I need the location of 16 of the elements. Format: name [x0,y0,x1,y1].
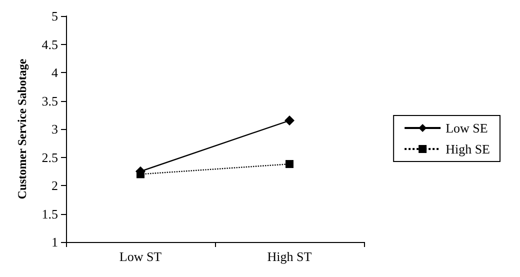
x-tick-label: High ST [267,249,312,264]
y-tick-label: 5 [52,8,58,24]
y-tick-label: 3.5 [42,93,58,108]
y-tick-label: 4.5 [42,36,58,52]
y-axis-title: Customer Service Sabotage [15,58,29,200]
y-tick-label: 4 [52,65,58,80]
y-tick-label: 1.5 [42,206,58,222]
point [286,160,294,168]
x-tick-label: Low ST [119,249,162,264]
y-tick-label: 3 [52,122,58,136]
y-tick-label: 2 [52,178,58,193]
y-tick-label: 2.5 [42,150,58,165]
legend-label: High SE [446,142,490,156]
point [284,116,294,126]
legend-label: Low SE [446,120,488,136]
y-tick-label: 1 [52,234,58,250]
